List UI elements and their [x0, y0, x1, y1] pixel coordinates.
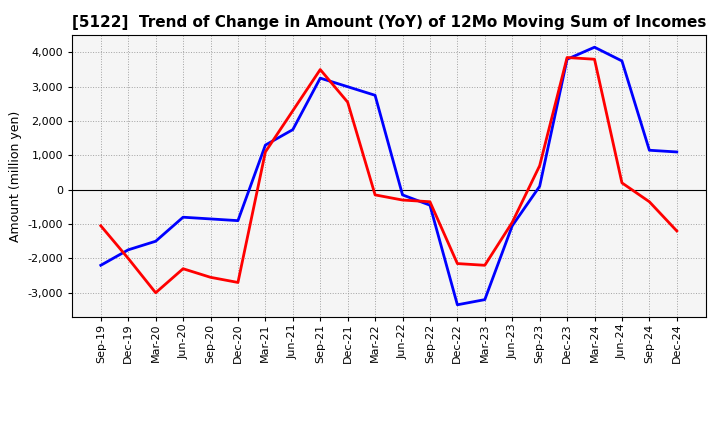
Net Income	[645, 199, 654, 205]
Ordinary Income	[96, 263, 105, 268]
Net Income	[206, 275, 215, 280]
Line: Net Income: Net Income	[101, 58, 677, 293]
Net Income	[563, 55, 572, 60]
Ordinary Income	[371, 93, 379, 98]
Net Income	[536, 163, 544, 169]
Net Income	[590, 57, 599, 62]
Y-axis label: Amount (million yen): Amount (million yen)	[9, 110, 22, 242]
Net Income	[371, 192, 379, 198]
Net Income	[151, 290, 160, 295]
Ordinary Income	[124, 247, 132, 253]
Title: [5122]  Trend of Change in Amount (YoY) of 12Mo Moving Sum of Incomes: [5122] Trend of Change in Amount (YoY) o…	[71, 15, 706, 30]
Net Income	[480, 263, 489, 268]
Net Income	[261, 149, 270, 154]
Ordinary Income	[233, 218, 242, 223]
Ordinary Income	[480, 297, 489, 302]
Ordinary Income	[453, 302, 462, 308]
Net Income	[672, 228, 681, 234]
Ordinary Income	[508, 223, 516, 228]
Net Income	[289, 108, 297, 114]
Ordinary Income	[426, 202, 434, 208]
Net Income	[316, 67, 325, 72]
Ordinary Income	[179, 215, 187, 220]
Ordinary Income	[343, 84, 352, 89]
Net Income	[179, 266, 187, 271]
Ordinary Income	[261, 143, 270, 148]
Ordinary Income	[536, 183, 544, 189]
Ordinary Income	[398, 192, 407, 198]
Ordinary Income	[590, 44, 599, 50]
Net Income	[124, 256, 132, 261]
Net Income	[398, 198, 407, 203]
Ordinary Income	[563, 57, 572, 62]
Line: Ordinary Income: Ordinary Income	[101, 47, 677, 305]
Net Income	[96, 223, 105, 228]
Net Income	[426, 199, 434, 205]
Ordinary Income	[151, 238, 160, 244]
Net Income	[233, 280, 242, 285]
Net Income	[343, 99, 352, 105]
Net Income	[508, 220, 516, 225]
Net Income	[618, 180, 626, 186]
Ordinary Income	[645, 147, 654, 153]
Ordinary Income	[206, 216, 215, 222]
Ordinary Income	[316, 76, 325, 81]
Ordinary Income	[672, 149, 681, 154]
Ordinary Income	[289, 127, 297, 132]
Ordinary Income	[618, 59, 626, 64]
Net Income	[453, 261, 462, 266]
